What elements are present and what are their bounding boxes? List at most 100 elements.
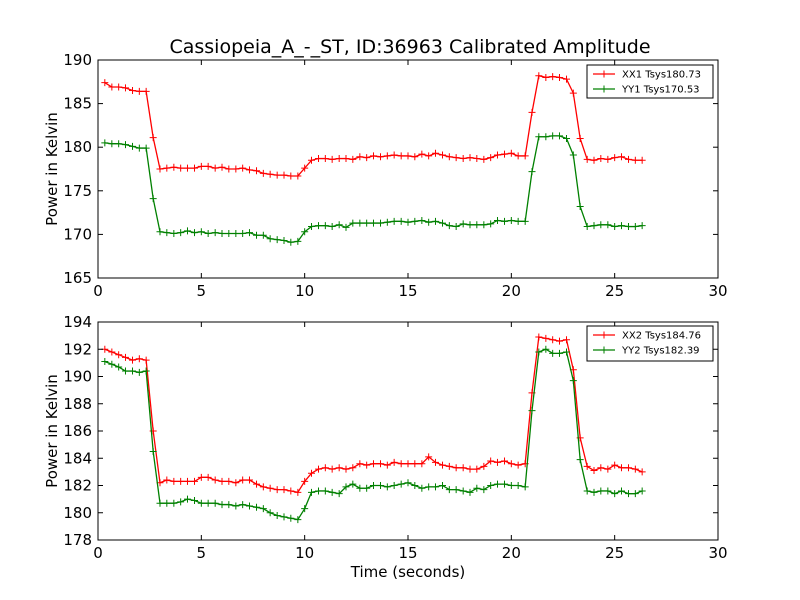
data-point: [555, 337, 563, 345]
y-tick-label: 180: [63, 138, 92, 156]
data-point: [617, 153, 625, 161]
data-point: [431, 458, 439, 466]
data-point: [617, 487, 625, 495]
data-point: [507, 149, 515, 157]
data-point: [142, 87, 150, 95]
data-point: [611, 490, 619, 498]
data-point: [563, 348, 571, 356]
data-point: [555, 349, 563, 357]
data-point: [191, 229, 199, 237]
series-2: [101, 132, 646, 246]
data-point: [576, 202, 584, 210]
legend-label: XX1 Tsys180.73: [622, 70, 701, 81]
data-point: [638, 487, 646, 495]
data-point: [273, 236, 281, 244]
data-point: [239, 476, 247, 484]
x-tick-label: 25: [605, 282, 624, 300]
data-point: [445, 222, 453, 230]
data-point: [501, 217, 509, 225]
data-point: [625, 490, 633, 498]
data-point: [108, 140, 116, 148]
data-point: [563, 134, 571, 142]
data-point: [583, 155, 591, 163]
legend-label: YY1 Tsys170.53: [621, 85, 700, 96]
y-tick-label: 178: [63, 531, 92, 549]
data-point: [307, 488, 315, 496]
data-point: [535, 333, 543, 341]
data-point: [377, 460, 385, 468]
data-point: [315, 222, 323, 230]
data-point: [121, 353, 129, 361]
data-point: [493, 480, 501, 488]
data-point: [156, 165, 164, 173]
data-point: [266, 170, 274, 178]
data-point: [487, 457, 495, 465]
data-point: [535, 133, 543, 141]
data-point: [232, 502, 240, 510]
data-point: [563, 336, 571, 344]
data-point: [177, 229, 185, 237]
series-2: [101, 345, 646, 524]
data-point: [369, 219, 377, 227]
data-point: [617, 464, 625, 472]
data-point: [459, 464, 467, 472]
y-tick-label: 186: [63, 422, 92, 440]
legend-marker: [600, 331, 608, 339]
x-tick-label: 30: [708, 544, 727, 562]
x-tick-label: 15: [398, 544, 417, 562]
data-point: [507, 482, 515, 489]
data-point: [287, 238, 295, 246]
data-point: [356, 153, 364, 161]
data-point: [280, 486, 288, 494]
data-point: [321, 155, 329, 163]
data-point: [245, 166, 253, 174]
data-point: [625, 223, 633, 231]
data-point: [183, 164, 191, 172]
data-point: [170, 477, 178, 485]
legend: XX2 Tsys184.76 YY2 Tsys182.39: [586, 325, 714, 362]
data-point: [121, 141, 129, 149]
data-point: [135, 368, 143, 376]
data-point: [473, 465, 481, 473]
data-point: [425, 453, 433, 461]
x-tick-label: 0: [93, 544, 103, 562]
data-point: [549, 336, 557, 344]
data-point: [390, 151, 398, 159]
data-point: [301, 228, 309, 236]
data-point: [273, 171, 281, 179]
data-point: [204, 499, 212, 507]
data-point: [287, 514, 295, 522]
data-point: [183, 495, 191, 503]
data-point: [273, 486, 281, 494]
data-point: [191, 164, 199, 172]
data-point: [204, 162, 212, 170]
data-point: [439, 219, 447, 227]
data-point: [383, 152, 391, 160]
y-tick-label: 175: [63, 182, 92, 200]
data-point: [253, 167, 261, 175]
data-point: [211, 476, 219, 484]
data-point: [129, 87, 137, 95]
data-point: [542, 73, 550, 81]
data-point: [514, 482, 522, 489]
data-point: [549, 132, 557, 140]
data-point: [245, 476, 253, 484]
data-point: [397, 217, 405, 225]
data-point: [466, 465, 474, 473]
data-point: [514, 152, 522, 160]
data-point: [335, 464, 343, 472]
data-point: [349, 155, 357, 163]
data-point: [377, 482, 385, 489]
x-tick-label: 10: [295, 282, 314, 300]
data-point: [183, 227, 191, 235]
data-point: [328, 465, 336, 473]
data-point: [253, 503, 261, 511]
data-point: [542, 133, 550, 141]
data-point: [431, 149, 439, 157]
data-point: [425, 218, 433, 226]
data-point: [321, 487, 329, 495]
data-point: [363, 461, 371, 469]
x-tick-label: 20: [502, 544, 521, 562]
